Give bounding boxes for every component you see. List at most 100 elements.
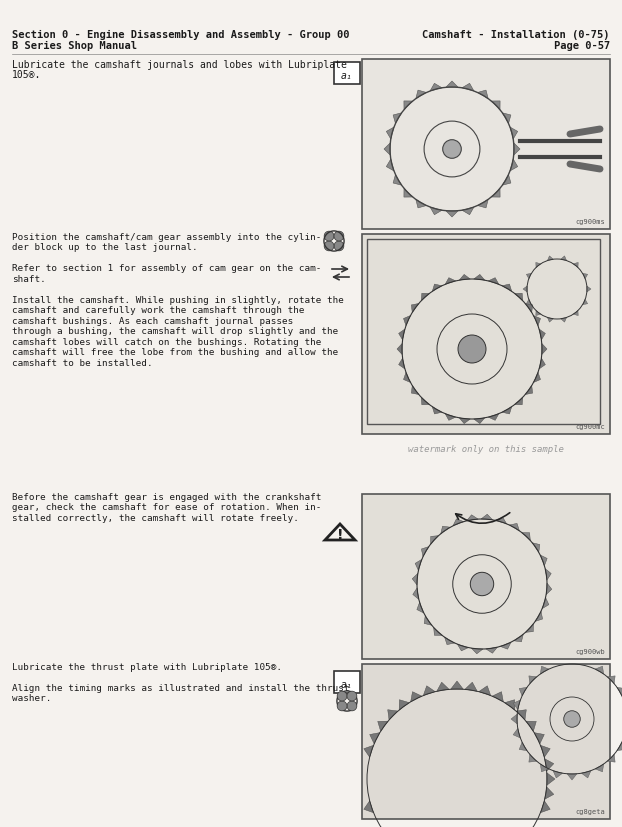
Text: Lubricate the camshaft journals and lobes with Lubriplate: Lubricate the camshaft journals and lobe… [12,60,347,70]
Polygon shape [519,742,527,751]
Polygon shape [412,574,418,586]
Polygon shape [445,638,455,645]
Polygon shape [386,160,394,172]
Polygon shape [607,754,615,762]
Text: gear, check the camshaft for ease of rotation. When in-: gear, check the camshaft for ease of rot… [12,503,322,512]
Polygon shape [573,263,578,268]
Polygon shape [542,598,549,609]
Text: shaft.: shaft. [12,275,46,284]
Polygon shape [424,616,432,625]
Polygon shape [393,175,402,186]
Polygon shape [595,764,604,772]
Polygon shape [535,612,542,622]
Polygon shape [560,256,567,261]
Polygon shape [541,764,549,772]
Polygon shape [583,300,588,305]
Polygon shape [503,113,511,124]
Polygon shape [583,274,588,280]
Polygon shape [474,418,485,424]
Polygon shape [526,300,531,305]
Bar [334,672,360,693]
Polygon shape [496,518,507,524]
Polygon shape [573,311,578,316]
Circle shape [334,241,344,251]
Polygon shape [386,128,394,140]
Polygon shape [479,686,491,696]
Polygon shape [415,91,427,99]
Polygon shape [462,84,474,92]
Bar [362,664,610,819]
Circle shape [458,336,486,364]
Polygon shape [545,569,551,581]
Polygon shape [446,212,458,218]
Polygon shape [514,398,523,405]
Polygon shape [582,771,591,778]
Circle shape [347,691,357,701]
Polygon shape [486,648,498,653]
Polygon shape [510,160,518,172]
Polygon shape [500,643,511,649]
Polygon shape [481,514,493,520]
Polygon shape [553,771,562,778]
Text: a₁: a₁ [341,71,353,81]
Polygon shape [547,772,555,786]
Polygon shape [545,759,554,772]
Polygon shape [393,113,402,124]
Bar [362,495,610,659]
Text: Camshaft - Installation (0-75): Camshaft - Installation (0-75) [422,30,610,40]
Polygon shape [478,200,488,208]
Polygon shape [466,515,478,521]
Text: camshaft lobes will catch on the bushings. Rotating the: camshaft lobes will catch on the bushing… [12,337,322,347]
Text: camshaft and carefully work the camshaft through the: camshaft and carefully work the camshaft… [12,306,305,315]
Polygon shape [423,686,435,696]
Polygon shape [513,700,521,710]
Polygon shape [491,102,500,111]
Polygon shape [474,275,485,281]
Polygon shape [545,786,554,799]
Bar [367,240,600,424]
Text: !: ! [337,528,343,542]
Text: camshaft bushings. As each camshaft journal passes: camshaft bushings. As each camshaft jour… [12,317,293,326]
Polygon shape [413,588,419,600]
Polygon shape [404,316,411,327]
Polygon shape [536,311,541,316]
Bar [362,235,610,434]
Polygon shape [539,359,545,370]
Polygon shape [514,634,523,642]
Polygon shape [513,729,521,738]
Polygon shape [514,144,520,156]
Polygon shape [432,284,442,292]
Bar [362,60,610,230]
Polygon shape [539,330,545,341]
Polygon shape [595,667,604,674]
Polygon shape [445,279,456,285]
Polygon shape [364,801,374,813]
Polygon shape [415,560,422,571]
Text: Align the timing marks as illustrated and install the thrust: Align the timing marks as illustrated an… [12,683,350,692]
Polygon shape [404,189,413,198]
Polygon shape [445,414,456,421]
Polygon shape [488,279,499,285]
Polygon shape [541,667,549,674]
Polygon shape [587,287,591,293]
Polygon shape [462,208,474,215]
Circle shape [337,701,347,711]
Text: Before the camshaft gear is engaged with the crankshaft: Before the camshaft gear is engaged with… [12,492,322,501]
Polygon shape [421,294,429,302]
Polygon shape [404,102,413,111]
Polygon shape [541,801,550,813]
Polygon shape [547,256,554,261]
Circle shape [347,701,357,711]
Polygon shape [453,519,464,526]
Polygon shape [534,373,541,383]
Polygon shape [523,287,527,293]
Polygon shape [421,547,429,557]
Polygon shape [478,91,488,99]
Circle shape [324,241,334,251]
Polygon shape [509,523,519,531]
Text: stalled correctly, the camshaft will rotate freely.: stalled correctly, the camshaft will rot… [12,514,299,523]
Polygon shape [504,700,515,710]
Text: Refer to section 1 for assembly of cam gear on the cam-: Refer to section 1 for assembly of cam g… [12,264,322,273]
Text: washer.: washer. [12,694,52,703]
Text: a₁: a₁ [341,679,353,689]
